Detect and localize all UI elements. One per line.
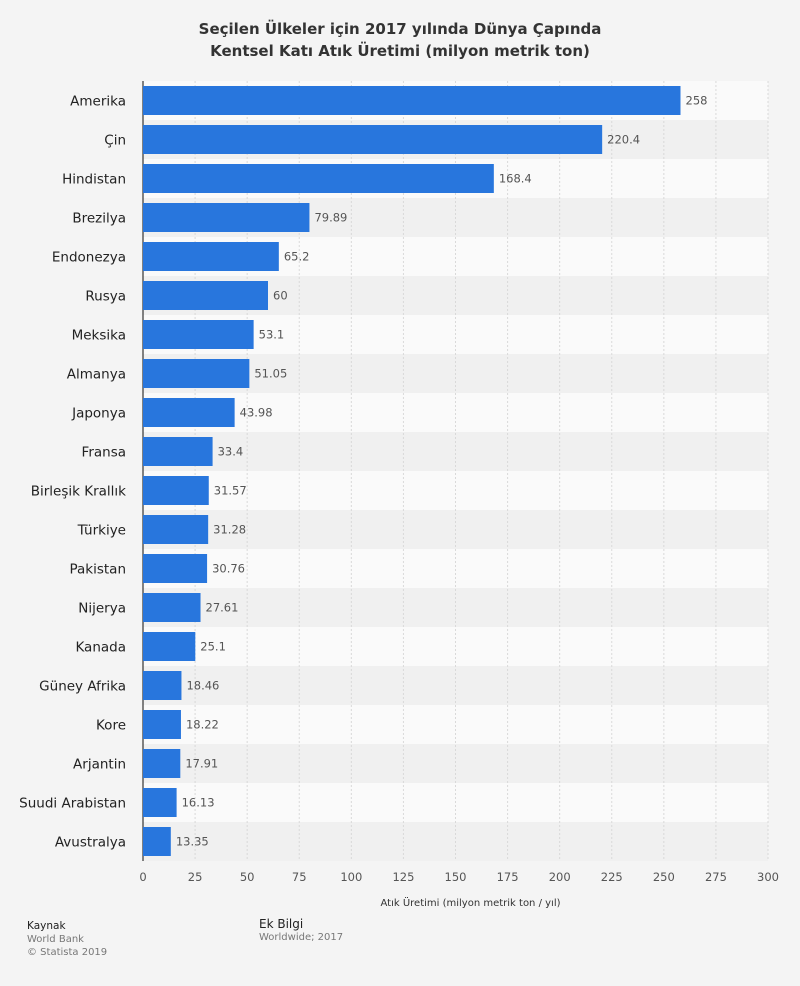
copyright: © Statista 2019 bbox=[27, 947, 108, 958]
bar[interactable] bbox=[143, 593, 201, 622]
bar[interactable] bbox=[143, 554, 208, 583]
data-label: 18.46 bbox=[186, 679, 219, 693]
category-label: Endonezya bbox=[52, 250, 126, 266]
x-tick-label: 200 bbox=[549, 870, 571, 884]
category-label: Kanada bbox=[75, 640, 126, 656]
x-tick-label: 175 bbox=[497, 870, 519, 884]
bar[interactable] bbox=[143, 476, 209, 505]
category-label: Pakistan bbox=[69, 562, 126, 578]
data-label: 17.91 bbox=[185, 757, 218, 771]
bar[interactable] bbox=[143, 632, 196, 661]
bar[interactable] bbox=[143, 515, 209, 544]
bar[interactable] bbox=[143, 86, 681, 115]
gridlines bbox=[194, 81, 769, 861]
category-label: Kore bbox=[96, 718, 126, 734]
data-label: 168.4 bbox=[499, 172, 532, 186]
additional-info-text: Worldwide; 2017 bbox=[259, 932, 344, 943]
additional-info-block: Ek Bilgi Worldwide; 2017 bbox=[259, 918, 343, 944]
x-tick-label: 75 bbox=[292, 870, 307, 884]
data-label: 43.98 bbox=[240, 406, 273, 420]
x-tick-label: 50 bbox=[240, 870, 255, 884]
data-label: 25.1 bbox=[200, 640, 226, 654]
bar[interactable] bbox=[143, 125, 603, 154]
bar[interactable] bbox=[143, 242, 279, 271]
data-label: 79.89 bbox=[314, 211, 347, 225]
data-label: 16.13 bbox=[182, 796, 215, 810]
category-label: Almanya bbox=[67, 367, 126, 383]
bar[interactable] bbox=[143, 398, 235, 427]
value-labels: 258 220.4 168.4 79.89 65.2 60 53.1 51.05 43.98 33… bbox=[176, 94, 708, 849]
source-block: Kaynak World Bank © Statista 2019 bbox=[27, 920, 107, 959]
bar[interactable] bbox=[143, 281, 268, 310]
x-tick-label: 0 bbox=[139, 870, 146, 884]
source-heading: Kaynak bbox=[27, 920, 66, 932]
data-label: 31.28 bbox=[213, 523, 246, 537]
x-tick-label: 300 bbox=[757, 870, 779, 884]
bar[interactable] bbox=[143, 164, 494, 193]
category-label: Japonya bbox=[71, 406, 126, 422]
category-label: Arjantin bbox=[73, 757, 126, 773]
data-label: 53.1 bbox=[259, 328, 285, 342]
bar[interactable] bbox=[143, 320, 254, 349]
bar[interactable] bbox=[143, 710, 181, 739]
bar[interactable] bbox=[143, 359, 250, 388]
x-tick-label: 100 bbox=[340, 870, 362, 884]
data-label: 51.05 bbox=[254, 367, 287, 381]
category-label: Suudi Arabistan bbox=[19, 796, 126, 812]
data-label: 258 bbox=[686, 94, 708, 108]
data-label: 30.76 bbox=[212, 562, 245, 576]
chart-title-line-2: Kentsel Katı Atık Üretimi (milyon metrik… bbox=[210, 42, 590, 60]
x-tick-label: 275 bbox=[705, 870, 727, 884]
x-axis-title: Atık Üretimi (milyon metrik ton / yıl) bbox=[381, 896, 561, 909]
bar[interactable] bbox=[143, 749, 181, 778]
category-label: Türkiye bbox=[77, 523, 126, 539]
bar[interactable] bbox=[143, 437, 213, 466]
x-tick-labels: 0 25 50 75 100 125 150 175 200 225 250 275 300 bbox=[139, 870, 779, 884]
category-label: Meksika bbox=[72, 328, 126, 344]
bar[interactable] bbox=[143, 788, 177, 817]
chart-title-line-1: Seçilen Ülkeler için 2017 yılında Dünya … bbox=[198, 20, 602, 38]
bar[interactable] bbox=[143, 671, 182, 700]
data-label: 65.2 bbox=[284, 250, 310, 264]
category-label: Güney Afrika bbox=[39, 679, 126, 695]
category-label: Nijerya bbox=[78, 601, 126, 617]
data-label: 18.22 bbox=[186, 718, 219, 732]
data-label: 13.35 bbox=[176, 835, 209, 849]
category-label: Brezilya bbox=[72, 211, 126, 227]
chart-title: Seçilen Ülkeler için 2017 yılında Dünya … bbox=[0, 18, 800, 62]
bars bbox=[143, 86, 681, 856]
bar[interactable] bbox=[143, 203, 310, 232]
bar[interactable] bbox=[143, 827, 171, 856]
data-label: 31.57 bbox=[214, 484, 247, 498]
x-tick-label: 150 bbox=[445, 870, 467, 884]
x-tick-label: 250 bbox=[653, 870, 675, 884]
source-name[interactable]: World Bank bbox=[27, 934, 84, 945]
category-label: Çin bbox=[104, 133, 126, 149]
category-label: Fransa bbox=[82, 445, 126, 461]
category-labels: Amerika Çin Hindistan Brezilya Endonezya Rusy… bbox=[19, 94, 126, 851]
data-label: 27.61 bbox=[206, 601, 239, 615]
category-label: Amerika bbox=[70, 94, 126, 110]
additional-info-heading[interactable]: Ek Bilgi bbox=[259, 917, 304, 931]
data-label: 220.4 bbox=[607, 133, 640, 147]
category-label: Rusya bbox=[85, 289, 126, 305]
x-tick-label: 225 bbox=[601, 870, 623, 884]
data-label: 60 bbox=[273, 289, 288, 303]
category-label: Avustralya bbox=[55, 835, 126, 851]
category-label: Hindistan bbox=[62, 172, 126, 188]
x-tick-label: 25 bbox=[188, 870, 203, 884]
data-label: 33.4 bbox=[218, 445, 244, 459]
x-tick-label: 125 bbox=[392, 870, 414, 884]
category-label: Birleşik Krallık bbox=[31, 484, 126, 500]
